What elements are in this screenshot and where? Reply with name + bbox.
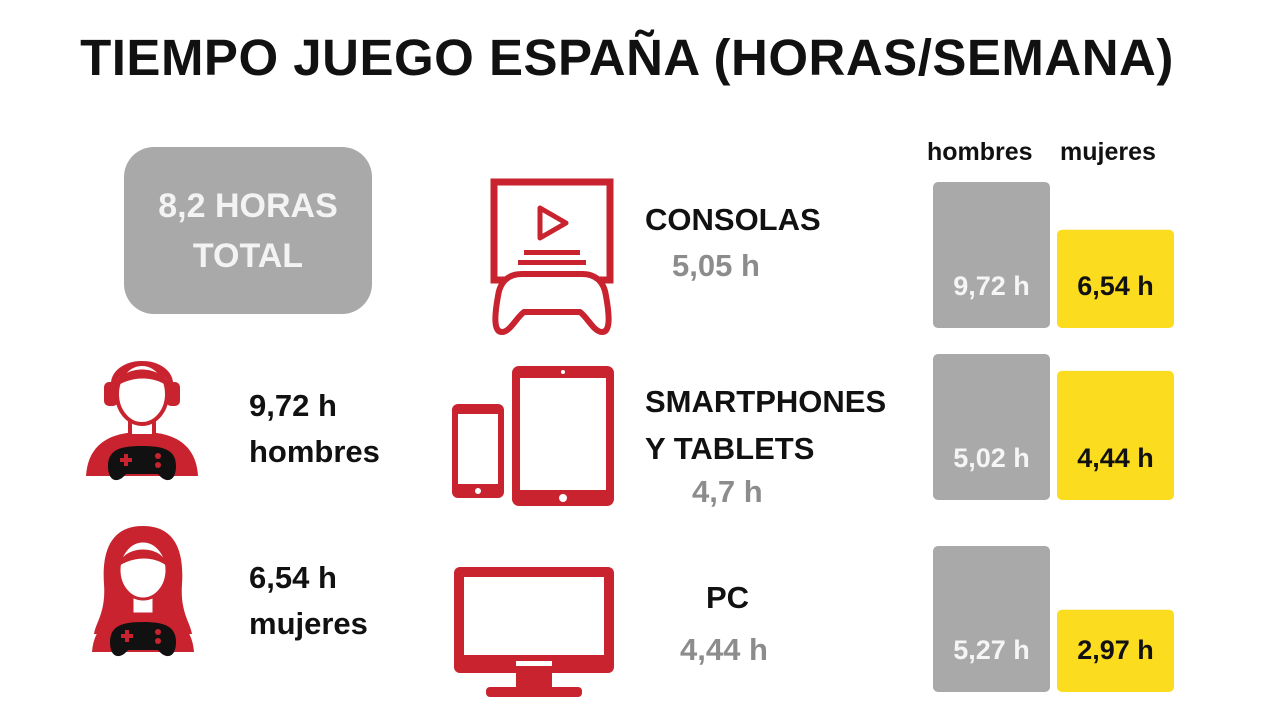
pc-monitor-icon [454, 567, 614, 697]
legend-women: mujeres [1060, 138, 1156, 166]
woman-gamer-icon [92, 526, 194, 657]
bar-pc-mujeres [1057, 609, 1174, 692]
total-hours-box: 8,2 HORAS TOTAL [124, 147, 372, 314]
bar-label-pc-mujeres: 2,97 h [1077, 635, 1154, 665]
smartphone-tablet-icon [452, 366, 614, 506]
bar-label-smartphones-y-tablets-hombres: 5,02 h [953, 443, 1030, 473]
women-label: mujeres [249, 606, 368, 641]
smartphones-title-line2: Y TABLETS [645, 431, 815, 466]
women-total: 6,54 h mujeres [249, 555, 368, 647]
pc-title: PC [706, 580, 750, 615]
bar-smartphones-y-tablets-hombres [933, 354, 1050, 500]
men-total: 9,72 h hombres [249, 383, 380, 475]
smartphones-title-line1: SMARTPHONES [645, 384, 887, 419]
page-title: TIEMPO JUEGO ESPAÑA (HORAS/SEMANA) [80, 29, 1174, 86]
man-gamer-icon [86, 361, 198, 481]
bar-label-pc-hombres: 5,27 h [953, 635, 1030, 665]
bar-pc-hombres [933, 546, 1050, 692]
consolas-value: 5,05 h [672, 248, 760, 283]
bar-chart: 9,72 h 6,54 h 5,02 h 4,44 h 5,27 h 2,97 h [933, 182, 1174, 692]
legend-men: hombres [927, 138, 1033, 166]
console-icon [490, 178, 614, 335]
men-label: hombres [249, 434, 380, 469]
bar-label-consolas-hombres: 9,72 h [953, 271, 1030, 301]
total-hours-value: 8,2 HORAS [158, 186, 338, 225]
bar-consolas-hombres [933, 182, 1050, 328]
men-hours: 9,72 h [249, 388, 337, 423]
pc-value: 4,44 h [680, 632, 768, 667]
smartphones-title: SMARTPHONES Y TABLETS [645, 378, 886, 472]
bar-smartphones-y-tablets-mujeres [1057, 370, 1174, 500]
total-hours-label: TOTAL [192, 236, 304, 275]
bar-label-smartphones-y-tablets-mujeres: 4,44 h [1077, 443, 1154, 473]
women-hours: 6,54 h [249, 560, 337, 595]
smartphones-value: 4,7 h [692, 474, 763, 509]
bar-label-consolas-mujeres: 6,54 h [1077, 271, 1154, 301]
bar-consolas-mujeres [1057, 229, 1174, 328]
consolas-title: CONSOLAS [645, 202, 821, 237]
